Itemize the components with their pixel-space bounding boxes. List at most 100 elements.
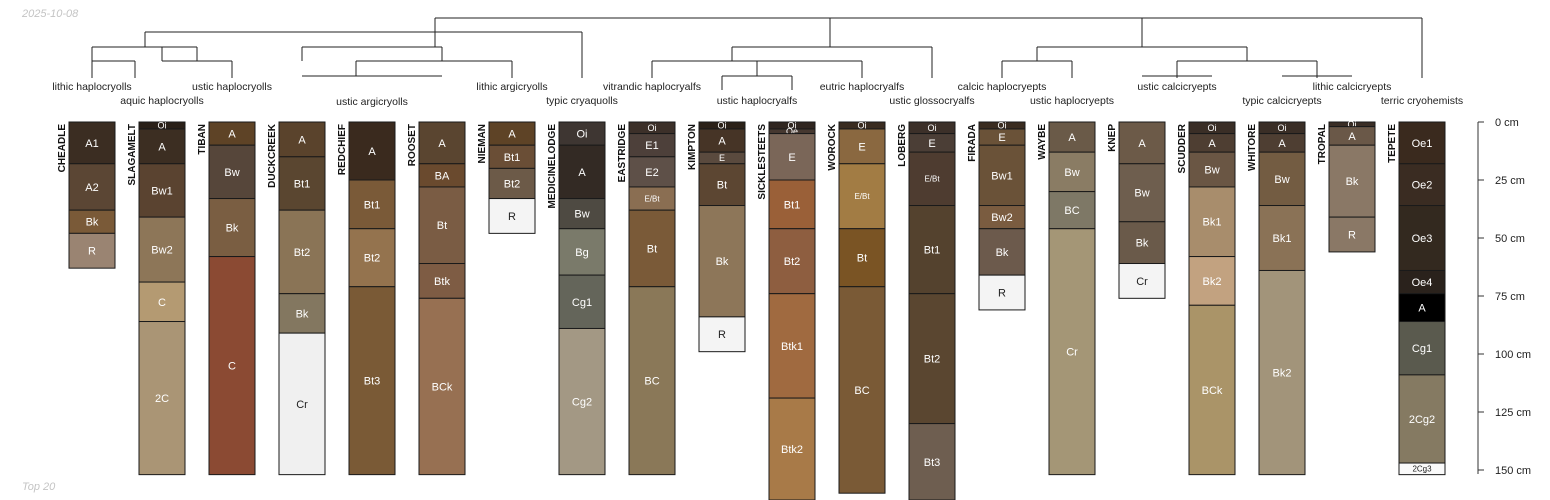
dendrogram xyxy=(91,17,1423,90)
horizon-rooset-a xyxy=(418,121,466,165)
horizon-tepete-oe3 xyxy=(1398,205,1446,271)
horizon-label: A xyxy=(1418,303,1426,315)
taxon-label-ustic-argicryolls: ustic argicryolls xyxy=(336,96,408,108)
horizon-firada-r xyxy=(978,274,1026,311)
horizon-label: Oi xyxy=(1208,123,1217,133)
axis-tick-label: 150 cm xyxy=(1495,465,1531,477)
taxon-label-ustic-haplocryalfs: ustic haplocryalfs xyxy=(717,95,798,107)
horizon-label: Bw2 xyxy=(151,245,172,257)
profile-slagamelt: Oi A Bw1 Bw2 C 2C SLAGAMELT xyxy=(127,121,186,476)
profile-tepete: Oe1 Oe2 Oe3 Oe4 A Cg1 2Cg2 2Cg3 TEPETE xyxy=(1387,121,1446,476)
horizon-whitore-bk2 xyxy=(1258,269,1306,476)
horizon-label: Oe3 xyxy=(1412,233,1433,245)
horizon-duckcreek-a xyxy=(278,121,326,158)
horizon-label: Bt xyxy=(437,220,447,232)
axis-tick-label: 100 cm xyxy=(1495,349,1531,361)
horizon-label: E xyxy=(998,132,1005,144)
horizon-label: Oi xyxy=(998,121,1007,131)
horizon-worock-e xyxy=(838,128,886,165)
horizon-label: Bt xyxy=(717,180,727,192)
horizon-label: Cr xyxy=(1136,276,1148,288)
taxon-label-typic-calcicryepts: typic calcicryepts xyxy=(1242,95,1321,107)
horizon-cheadle-a2 xyxy=(68,163,116,211)
horizon-label: BC xyxy=(644,376,659,388)
horizon-label: Bt1 xyxy=(294,178,311,190)
horizon-firada-bw1 xyxy=(978,144,1026,207)
profile-name: WAYBE xyxy=(1037,124,1048,160)
taxon-label-calcic-haplocryepts: calcic haplocryepts xyxy=(958,81,1047,93)
horizon-label: Bk xyxy=(226,223,239,235)
profile-name: SCUDDER xyxy=(1177,123,1188,173)
horizon-loberg-bt2 xyxy=(908,293,956,425)
axis-tick-label: 25 cm xyxy=(1495,175,1525,187)
horizon-tepete-a xyxy=(1398,293,1446,323)
profile-name: DUCKCREEK xyxy=(267,123,278,188)
horizon-label: E/Bt xyxy=(854,192,870,201)
horizon-label: Oi xyxy=(1348,120,1357,130)
profile-duckcreek: A Bt1 Bt2 Bk Cr DUCKCREEK xyxy=(267,121,326,476)
horizon-label: A1 xyxy=(85,138,98,150)
horizon-redchief-bt2 xyxy=(348,228,396,288)
taxon-label-ustic-calcicryepts: ustic calcicryepts xyxy=(1137,81,1216,93)
horizon-label: Bt1 xyxy=(364,199,381,211)
horizon-label: BC xyxy=(1064,205,1079,217)
horizon-label: Bt2 xyxy=(924,354,941,366)
horizon-redchief-bt3 xyxy=(348,286,396,476)
horizon-label: Cr xyxy=(1066,347,1078,359)
horizon-label: Bk xyxy=(716,256,729,268)
taxon-label-typic-cryaquolls: typic cryaquolls xyxy=(546,95,618,107)
profile-name: CHEADLE xyxy=(57,124,68,173)
horizon-label: Bw xyxy=(1204,165,1219,177)
profile-medicinelodge: Oi A Bw Bg Cg1 Cg2 MEDICINELODGE xyxy=(547,121,606,476)
horizon-eastridge-bc xyxy=(628,286,676,476)
horizon-medicinelodge-bg xyxy=(558,228,606,276)
horizon-label: A xyxy=(298,134,306,146)
profile-name: NIEMAN xyxy=(477,124,488,163)
horizon-label: Bk1 xyxy=(1273,233,1292,245)
horizon-tropal-r xyxy=(1328,216,1376,253)
horizon-label: Cg1 xyxy=(1412,343,1432,355)
horizon-medicinelodge-cg2 xyxy=(558,327,606,476)
horizon-duckcreek-cr xyxy=(278,332,326,476)
horizon-redchief-a xyxy=(348,121,396,181)
profile-tropal: OiA Bk R TROPAL xyxy=(1317,120,1376,253)
profile-name: TIBAN xyxy=(197,124,208,155)
profile-scudder: Oi A Bw Bk1 Bk2 BCk SCUDDER xyxy=(1177,121,1236,476)
horizon-nieman-bt2 xyxy=(488,167,536,200)
horizon-loberg-bt3 xyxy=(908,423,956,500)
profile-name: KIMPTON xyxy=(687,124,698,170)
horizon-label: BCk xyxy=(432,381,453,393)
horizon-tropal-bk xyxy=(1328,144,1376,218)
horizon-label: Bt1 xyxy=(504,152,521,164)
profile-name: SICKLESTEETS xyxy=(757,124,768,200)
horizon-label: E/Bt xyxy=(644,194,660,203)
horizon-worock-e-bt xyxy=(838,163,886,230)
axis-tick-label: 0 cm xyxy=(1495,117,1519,129)
horizon-label: Oi xyxy=(158,121,167,131)
horizon-label: E/Bt xyxy=(924,175,940,184)
horizon-sicklesteets-bt2 xyxy=(768,228,816,295)
profile-nieman: A Bt1 Bt2 R NIEMAN xyxy=(477,121,536,234)
axis-tick-label: 50 cm xyxy=(1495,233,1525,245)
horizon-waybe-bc xyxy=(1048,191,1096,230)
horizon-eastridge-e2 xyxy=(628,156,676,188)
horizon-label: A xyxy=(438,138,446,150)
horizon-label: A xyxy=(228,129,236,141)
profile-name: MEDICINELODGE xyxy=(547,124,558,209)
depth-axis: 0 cm 25 cm 50 cm 75 cm 100 cm 125 cm 150 cm xyxy=(1477,117,1531,477)
horizon-label: A xyxy=(1278,138,1286,150)
horizon-label: Bw xyxy=(224,167,239,179)
profile-name: WOROCK xyxy=(827,123,838,170)
horizon-label: Oe xyxy=(786,127,798,137)
horizon-knep-cr xyxy=(1118,263,1166,299)
horizon-label: Oi xyxy=(1278,123,1287,133)
taxon-label-ustic-haplocryolls: ustic haplocryolls xyxy=(192,81,272,93)
horizon-sicklesteets-e xyxy=(768,133,816,181)
horizon-label: A xyxy=(368,146,376,158)
horizon-label: Bk xyxy=(1346,176,1359,188)
horizon-label: Bw xyxy=(1274,174,1289,186)
horizon-label: Btk1 xyxy=(781,341,803,353)
horizon-label: R xyxy=(88,246,96,258)
